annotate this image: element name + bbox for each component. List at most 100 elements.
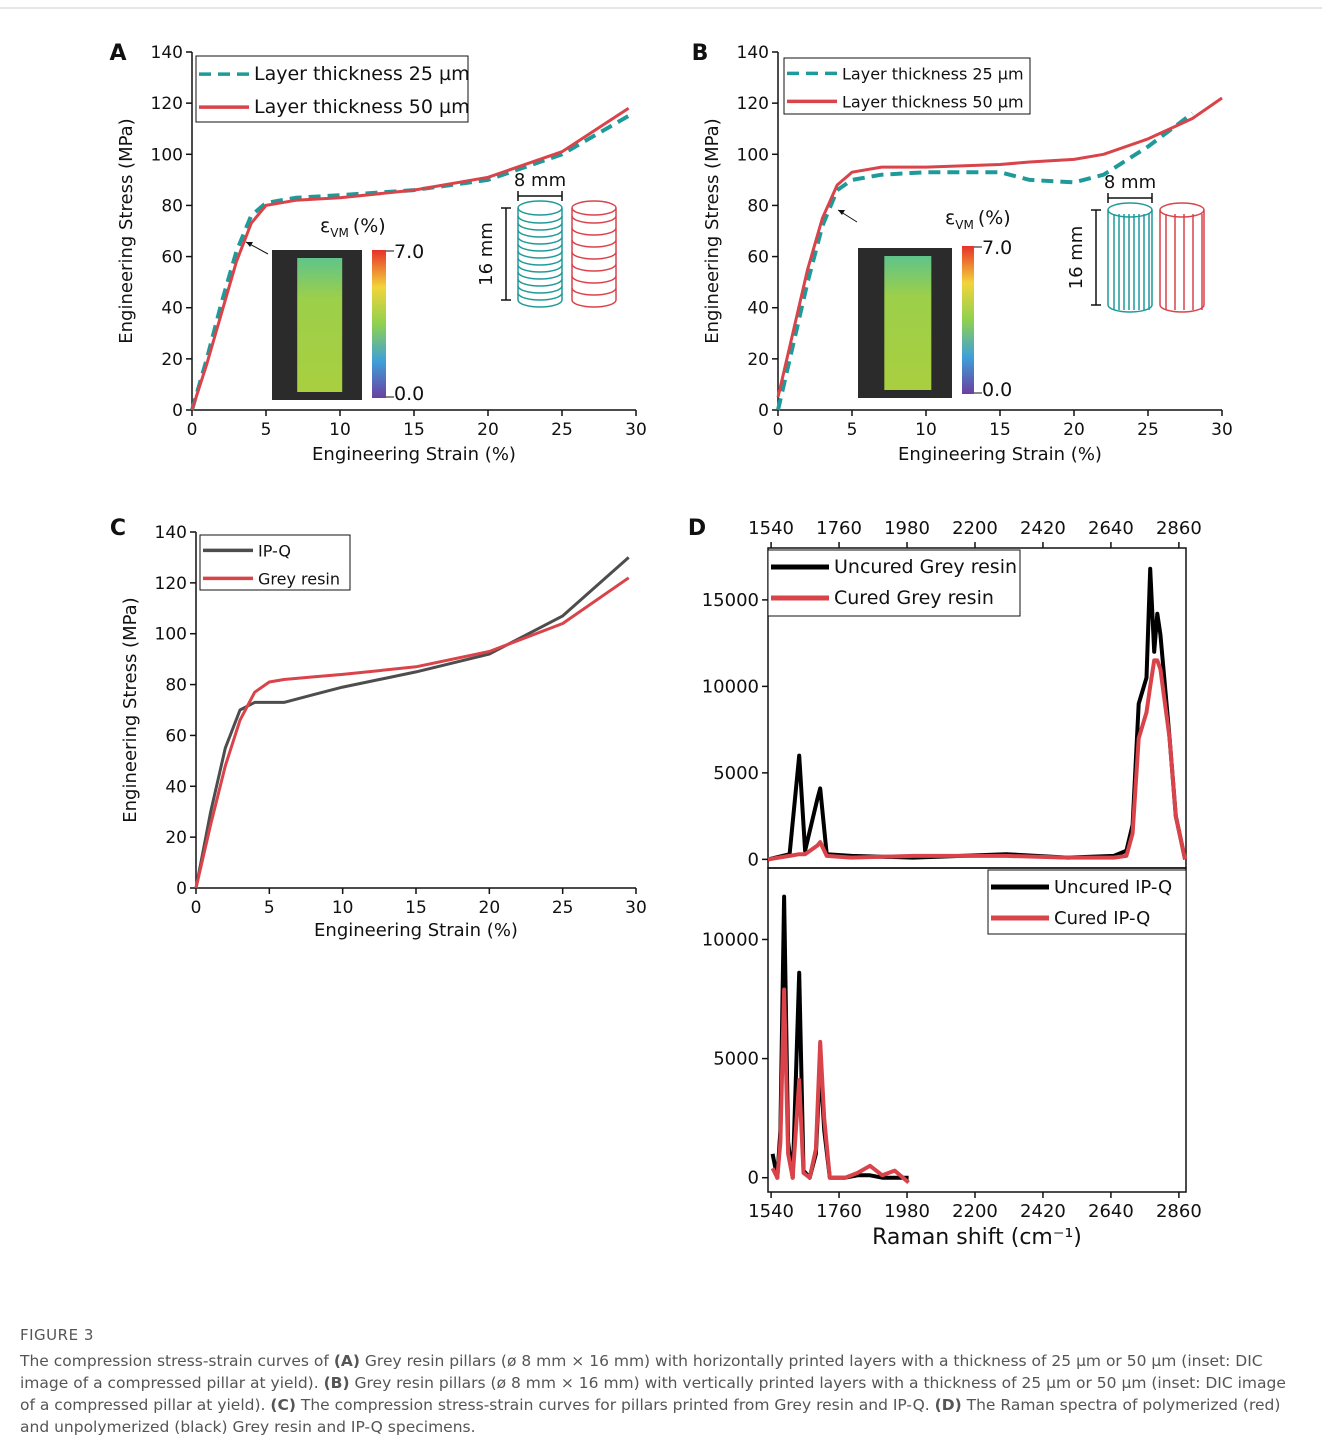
caption-segment: (B)	[323, 1374, 350, 1392]
legend-label: Cured IP-Q	[1054, 908, 1150, 929]
x-tick-label: 25	[551, 420, 573, 440]
x-tick-label: 1760	[816, 518, 862, 539]
y-tick-label: 10000	[702, 676, 759, 697]
cylinder-layer	[517, 229, 563, 238]
colorbar	[962, 246, 974, 394]
cylinder-layer	[517, 285, 563, 294]
caption-segment: Grey resin pillars (ø 8 mm × 16 mm) with…	[20, 1374, 1286, 1414]
series-line	[190, 114, 630, 411]
x-tick-label: 0	[191, 898, 202, 918]
cylinder-layer	[517, 236, 563, 245]
y-tick-label: 60	[747, 248, 769, 268]
y-tick-label: 10000	[702, 929, 759, 950]
y-tick-label: 140	[155, 523, 187, 543]
y-tick-label: 120	[737, 94, 769, 114]
y-tick-label: 20	[747, 350, 769, 370]
y-axis-label: Engineering Stress (MPa)	[120, 597, 141, 822]
colorbar-title: εVM (%)	[320, 215, 386, 240]
series-line	[190, 107, 630, 411]
x-tick-label: 25	[1137, 420, 1159, 440]
cylinder-body	[1159, 210, 1205, 313]
legend-label: IP-Q	[258, 541, 291, 560]
y-tick-label: 40	[161, 299, 183, 319]
dic-image-field	[884, 256, 932, 390]
colorbar-subscript: VM	[955, 218, 974, 232]
x-tick-label: 15	[405, 898, 427, 918]
series-line	[194, 556, 630, 889]
cylinder-top	[517, 200, 563, 216]
series-line	[770, 894, 909, 1180]
y-tick-label: 0	[748, 1168, 759, 1189]
x-tick-label: 1980	[884, 518, 930, 539]
width-label: 8 mm	[1104, 172, 1156, 193]
cylinder-layer	[571, 215, 617, 224]
x-tick-label: 2200	[952, 518, 998, 539]
colorbar-title: εVM (%)	[945, 207, 1011, 232]
x-tick-label: 2860	[1156, 518, 1202, 539]
y-tick-label: 80	[747, 196, 769, 216]
x-tick-label: 10	[915, 420, 937, 440]
cylinder-layer	[571, 227, 617, 236]
cylinder-body	[1107, 210, 1153, 313]
y-tick-label: 80	[165, 676, 187, 696]
cylinder-layer	[517, 250, 563, 259]
x-tick-label: 25	[552, 898, 574, 918]
caption-segment: (A)	[333, 1352, 360, 1370]
plot-frame	[767, 867, 1187, 1193]
caption-segment: (D)	[934, 1396, 962, 1414]
cylinder-layer	[517, 271, 563, 280]
x-tick-label: 2860	[1156, 1201, 1202, 1222]
x-tick-label: 30	[625, 420, 647, 440]
y-tick-label: 0	[758, 401, 769, 421]
y-tick-label: 140	[737, 43, 769, 63]
y-tick-label: 15000	[702, 590, 759, 611]
legend-label: Uncured IP-Q	[1054, 877, 1172, 898]
legend-label: Grey resin	[258, 569, 340, 588]
x-tick-label: 1760	[816, 1201, 862, 1222]
colorbar-min-label: 0.0	[982, 379, 1012, 401]
cylinder-top	[1107, 202, 1153, 218]
legend-label: Layer thickness 25 µm	[842, 64, 1024, 83]
series-line	[770, 987, 910, 1185]
colorbar-symbol: ε	[320, 215, 330, 237]
height-label: 16 mm	[476, 222, 497, 286]
cylinder-top	[571, 200, 617, 216]
y-axis-label: Engineering Stress (MPa)	[116, 118, 137, 343]
x-tick-label: 1540	[748, 1201, 794, 1222]
caption-segment: The compression stress-strain curves for…	[295, 1396, 935, 1414]
cylinder-layer	[517, 222, 563, 231]
cylinder-layer	[517, 243, 563, 252]
legend-box	[987, 869, 1187, 935]
y-tick-label: 100	[151, 145, 183, 165]
colorbar-unit: (%)	[978, 207, 1011, 229]
x-tick-label: 15	[403, 420, 425, 440]
x-tick-label: 5	[261, 420, 272, 440]
y-tick-label: 60	[165, 726, 187, 746]
y-tick-label: 40	[747, 299, 769, 319]
cylinder-layer	[517, 292, 563, 301]
series-line	[776, 96, 1223, 398]
yield-arrowhead	[838, 210, 845, 215]
panel-letter: C	[110, 516, 126, 541]
x-tick-label: 2640	[1088, 1201, 1134, 1222]
cylinder-layer	[517, 215, 563, 224]
panel-letter: B	[692, 41, 709, 66]
y-tick-label: 20	[161, 350, 183, 370]
y-tick-label: 140	[151, 43, 183, 63]
y-tick-label: 100	[155, 625, 187, 645]
dic-image-field	[297, 258, 343, 392]
cylinder-layer	[571, 239, 617, 248]
caption-text: The compression stress-strain curves of …	[20, 1350, 1305, 1438]
colorbar	[372, 250, 386, 398]
panel-letter: A	[109, 41, 126, 66]
y-tick-label: 5000	[713, 763, 759, 784]
series-line	[767, 658, 1188, 862]
cylinder-layer	[571, 275, 617, 284]
x-axis-label: Engineering Strain (%)	[312, 444, 516, 465]
x-tick-label: 10	[332, 898, 354, 918]
cylinder-layer	[517, 257, 563, 266]
x-tick-label: 20	[477, 420, 499, 440]
x-tick-label: 1980	[884, 1201, 930, 1222]
